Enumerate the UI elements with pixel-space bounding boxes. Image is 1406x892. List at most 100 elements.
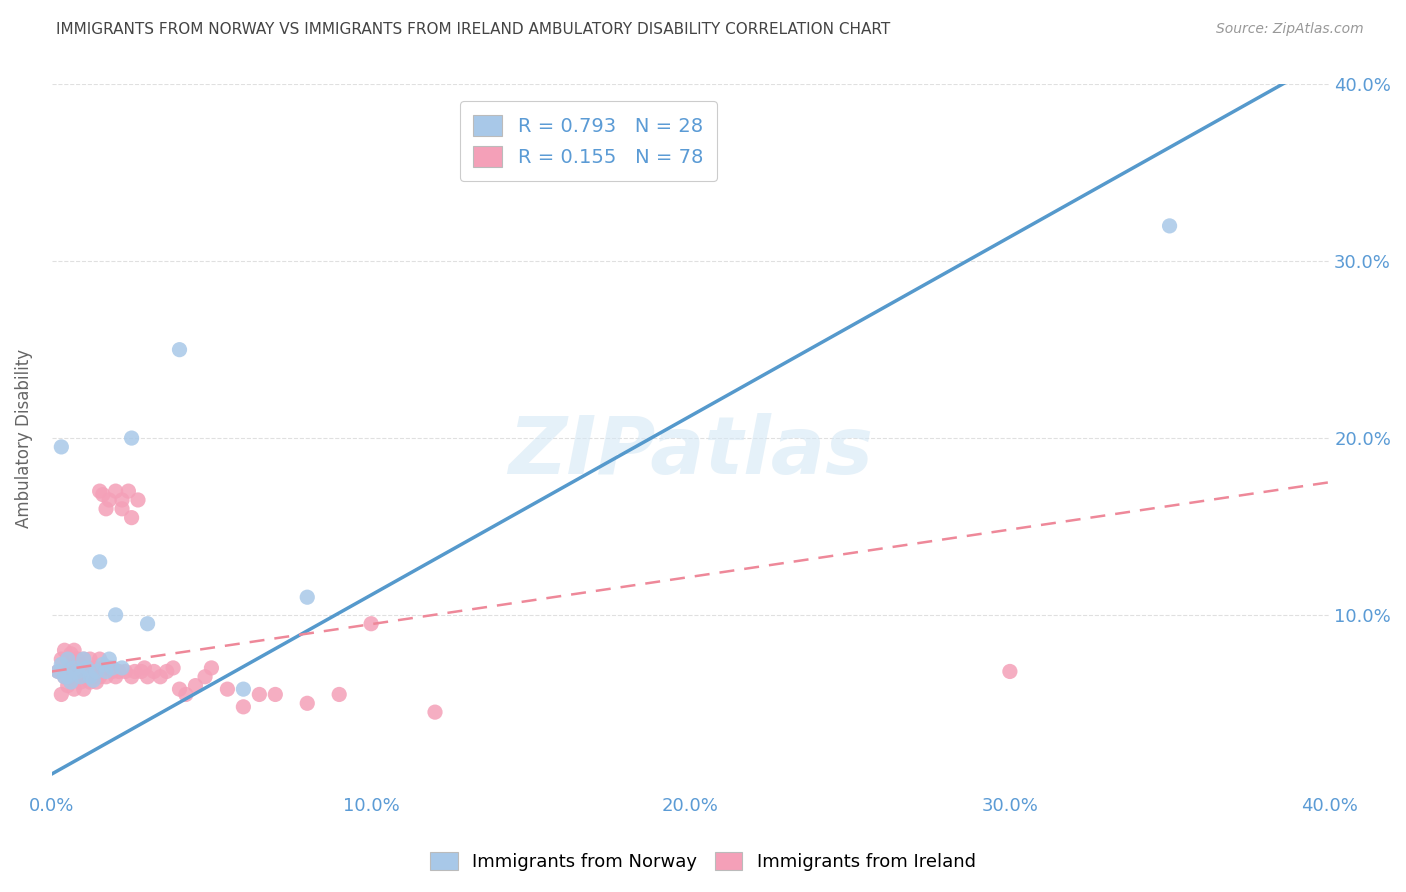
Point: [66, 670, 89, 684]
Point: [108, 665, 131, 679]
Point: [66, 652, 89, 666]
Point: [174, 688, 197, 702]
Point: [69, 670, 91, 684]
Point: [66, 665, 89, 679]
Point: [297, 696, 319, 710]
Point: [73, 661, 96, 675]
Point: [56, 652, 79, 666]
Point: [79, 665, 101, 679]
Point: [134, 661, 156, 675]
Point: [111, 492, 134, 507]
Point: [111, 661, 134, 675]
Point: [98, 492, 121, 507]
Point: [73, 670, 96, 684]
Point: [76, 670, 98, 684]
Point: [232, 682, 254, 697]
Point: [162, 661, 184, 675]
Point: [86, 665, 108, 679]
Point: [59, 675, 82, 690]
Point: [51, 652, 73, 666]
Point: [124, 665, 146, 679]
Point: [91, 661, 114, 675]
Point: [423, 705, 446, 719]
Point: [53, 670, 76, 684]
Point: [232, 699, 254, 714]
Point: [76, 661, 98, 675]
Text: IMMIGRANTS FROM NORWAY VS IMMIGRANTS FROM IRELAND AMBULATORY DISABILITY CORRELAT: IMMIGRANTS FROM NORWAY VS IMMIGRANTS FRO…: [56, 22, 890, 37]
Point: [56, 670, 79, 684]
Point: [53, 643, 76, 657]
Point: [82, 673, 104, 688]
Point: [86, 665, 108, 679]
Point: [82, 670, 104, 684]
Point: [104, 484, 127, 499]
Point: [63, 670, 86, 684]
Point: [142, 665, 165, 679]
Text: Source: ZipAtlas.com: Source: ZipAtlas.com: [1216, 22, 1364, 37]
Point: [149, 670, 172, 684]
Point: [79, 675, 101, 690]
Point: [94, 501, 117, 516]
Point: [63, 661, 86, 675]
Point: [360, 616, 382, 631]
Point: [53, 670, 76, 684]
Point: [98, 661, 121, 675]
Point: [121, 431, 143, 445]
Point: [56, 665, 79, 679]
Point: [121, 510, 143, 524]
Point: [121, 670, 143, 684]
Point: [91, 488, 114, 502]
Point: [73, 652, 96, 666]
Point: [104, 670, 127, 684]
Point: [264, 688, 287, 702]
Point: [117, 484, 139, 499]
Point: [56, 679, 79, 693]
Point: [89, 652, 111, 666]
Point: [51, 440, 73, 454]
Point: [247, 688, 270, 702]
Y-axis label: Ambulatory Disability: Ambulatory Disability: [15, 349, 32, 528]
Point: [194, 670, 217, 684]
Point: [56, 652, 79, 666]
Point: [101, 661, 124, 675]
Point: [200, 661, 222, 675]
Point: [136, 616, 159, 631]
Point: [66, 665, 89, 679]
Point: [184, 679, 207, 693]
Point: [46, 665, 69, 679]
Point: [59, 675, 82, 690]
Point: [114, 665, 136, 679]
Point: [46, 665, 69, 679]
Point: [69, 657, 91, 672]
Point: [66, 661, 89, 675]
Point: [86, 675, 108, 690]
Point: [998, 665, 1021, 679]
Point: [94, 665, 117, 679]
Point: [89, 670, 111, 684]
Point: [328, 688, 350, 702]
Text: ZIPatlas: ZIPatlas: [508, 413, 873, 491]
Point: [91, 657, 114, 672]
Point: [59, 647, 82, 661]
Point: [63, 682, 86, 697]
Point: [73, 652, 96, 666]
Point: [79, 652, 101, 666]
Point: [89, 484, 111, 499]
Point: [69, 665, 91, 679]
Point: [169, 343, 191, 357]
Point: [136, 670, 159, 684]
Point: [89, 555, 111, 569]
Point: [104, 607, 127, 622]
Point: [156, 665, 179, 679]
Point: [129, 665, 152, 679]
Point: [111, 501, 134, 516]
Point: [51, 688, 73, 702]
Point: [51, 657, 73, 672]
Point: [76, 661, 98, 675]
Point: [63, 643, 86, 657]
Point: [127, 492, 149, 507]
Point: [101, 665, 124, 679]
Legend: Immigrants from Norway, Immigrants from Ireland: Immigrants from Norway, Immigrants from …: [423, 845, 983, 879]
Point: [69, 675, 91, 690]
Point: [82, 661, 104, 675]
